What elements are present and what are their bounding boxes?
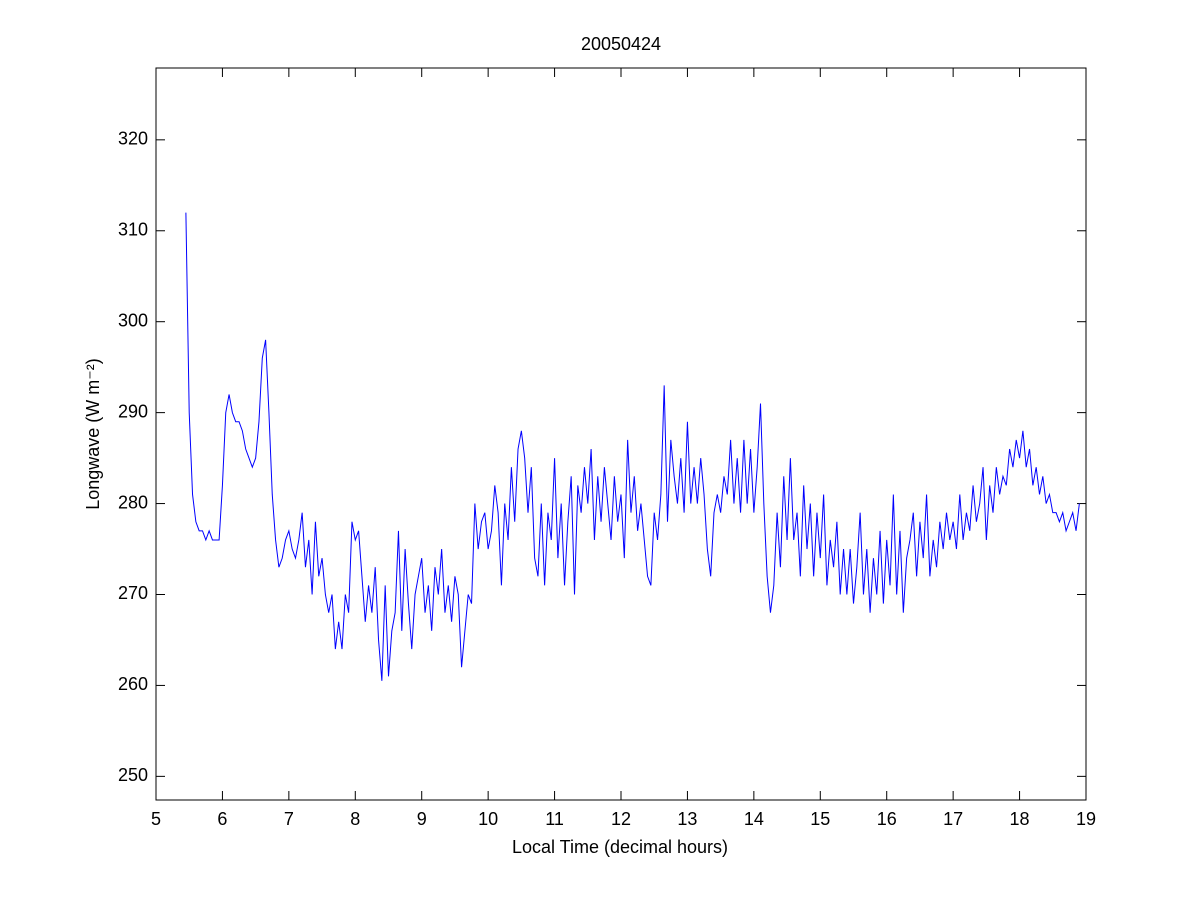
y-tick-label: 300: [118, 310, 148, 330]
x-tick-label: 8: [350, 809, 360, 829]
y-tick-label: 250: [118, 765, 148, 785]
x-tick-label: 7: [284, 809, 294, 829]
x-tick-label: 5: [151, 809, 161, 829]
y-tick-label: 290: [118, 401, 148, 421]
chart-title: 20050424: [581, 34, 661, 54]
x-tick-label: 13: [677, 809, 697, 829]
x-tick-label: 14: [744, 809, 764, 829]
y-tick-label: 280: [118, 492, 148, 512]
y-tick-label: 260: [118, 674, 148, 694]
data-line: [185, 212, 1080, 681]
x-tick-label: 19: [1076, 809, 1096, 829]
y-tick-label: 320: [118, 129, 148, 149]
x-tick-label: 18: [1010, 809, 1030, 829]
x-tick-label: 16: [877, 809, 897, 829]
x-axis-label: Local Time (decimal hours): [512, 837, 728, 857]
x-tick-label: 10: [478, 809, 498, 829]
x-tick-label: 15: [810, 809, 830, 829]
y-axis-label: Longwave (W m⁻²): [83, 358, 103, 510]
x-tick-label: 17: [943, 809, 963, 829]
y-tick-label: 270: [118, 583, 148, 603]
y-tick-label: 310: [118, 220, 148, 240]
x-tick-label: 9: [417, 809, 427, 829]
x-tick-label: 12: [611, 809, 631, 829]
x-tick-label: 11: [545, 809, 564, 829]
x-tick-label: 6: [217, 809, 227, 829]
